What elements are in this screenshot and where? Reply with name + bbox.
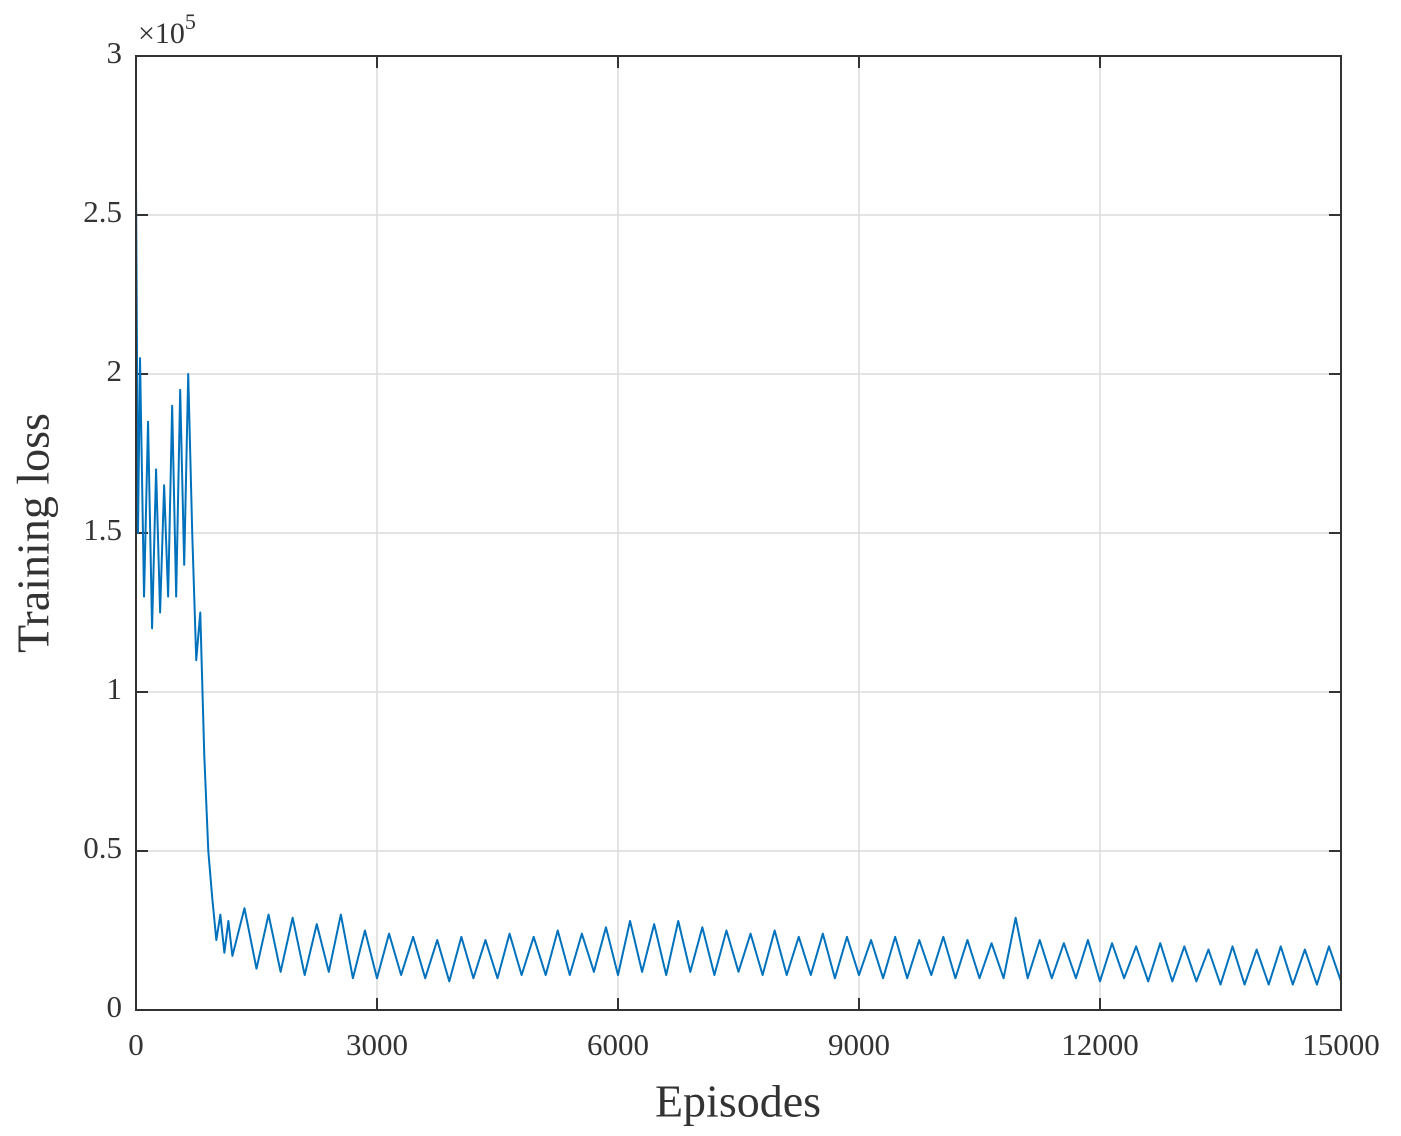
y-tick-label: 1.5: [83, 512, 122, 547]
y-tick-label: 0.5: [83, 830, 122, 865]
y-tick-label: 3: [107, 35, 123, 70]
x-tick-label: 3000: [346, 1027, 408, 1062]
x-tick-label: 9000: [828, 1027, 890, 1062]
plot-frame: [135, 55, 1342, 1011]
x-tick-label: 0: [128, 1027, 144, 1062]
x-tick-label: 15000: [1302, 1027, 1380, 1062]
y-multiplier-exponent: 5: [185, 9, 196, 34]
x-axis-label: Episodes: [655, 1076, 821, 1127]
y-tick-label: 0: [107, 989, 123, 1024]
x-tick-label: 6000: [587, 1027, 649, 1062]
y-multiplier-base: ×10: [138, 17, 185, 50]
loss-line: [135, 183, 1342, 986]
y-multiplier: ×105: [138, 9, 196, 50]
y-tick-label: 2: [107, 353, 123, 388]
y-tick-label: 2.5: [83, 194, 122, 229]
x-tick-label: 12000: [1061, 1027, 1139, 1062]
y-axis-label: Training loss: [8, 413, 59, 653]
y-tick-label: 1: [107, 671, 123, 706]
